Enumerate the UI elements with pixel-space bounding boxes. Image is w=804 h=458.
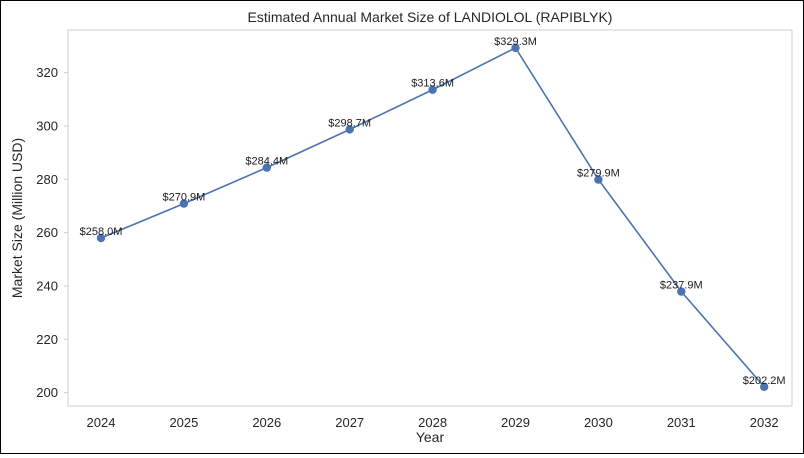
x-tick-label: 2031 (667, 415, 696, 430)
data-label: $237.9M (660, 280, 703, 292)
data-labels: $258.0M $270.9M $284.4M $298.7M $313.6M $329.… (80, 36, 786, 387)
data-point (179, 199, 189, 208)
data-label: $329.3M (494, 36, 537, 48)
x-tick-label: 2028 (418, 415, 447, 430)
data-point (345, 125, 354, 134)
data-label: $284.4M (245, 156, 288, 168)
data-point (262, 163, 271, 172)
y-tick-label: 260 (36, 225, 58, 240)
data-point (511, 43, 520, 53)
x-tick-label: 2029 (501, 415, 530, 430)
y-axis-ticks: 200 220 240 260 280 300 320 (36, 65, 68, 400)
data-label: $202.2M (743, 375, 786, 387)
data-label: $298.7M (328, 117, 371, 129)
y-tick-label: 220 (36, 332, 58, 347)
x-tick-label: 2024 (87, 415, 116, 430)
x-tick-label: 2026 (252, 415, 281, 430)
data-point (594, 175, 603, 184)
data-point (760, 382, 769, 391)
x-axis-ticks: 2024 2025 2026 2027 2028 2029 2030 2031 2032 (87, 415, 779, 430)
data-label: $258.0M (80, 226, 123, 238)
y-tick-label: 240 (36, 279, 58, 294)
x-tick-label: 2032 (750, 415, 779, 430)
y-axis-label: Market Size (Million USD) (9, 138, 25, 298)
data-label: $270.9M (162, 192, 205, 204)
y-tick-label: 200 (36, 385, 58, 400)
x-tick-label: 2025 (169, 415, 198, 430)
data-point (677, 287, 686, 296)
chart-title: Estimated Annual Market Size of LANDIOLO… (248, 9, 613, 25)
data-points (96, 43, 769, 391)
data-label: $313.6M (411, 78, 454, 90)
data-label: $279.9M (577, 168, 620, 180)
y-tick-label: 320 (36, 65, 58, 80)
x-axis-label: Year (416, 429, 445, 445)
x-tick-label: 2027 (335, 415, 364, 430)
data-point (96, 233, 106, 243)
x-tick-label: 2030 (584, 415, 613, 430)
data-point (428, 85, 437, 94)
y-tick-label: 300 (36, 119, 58, 134)
y-tick-label: 280 (36, 172, 58, 187)
